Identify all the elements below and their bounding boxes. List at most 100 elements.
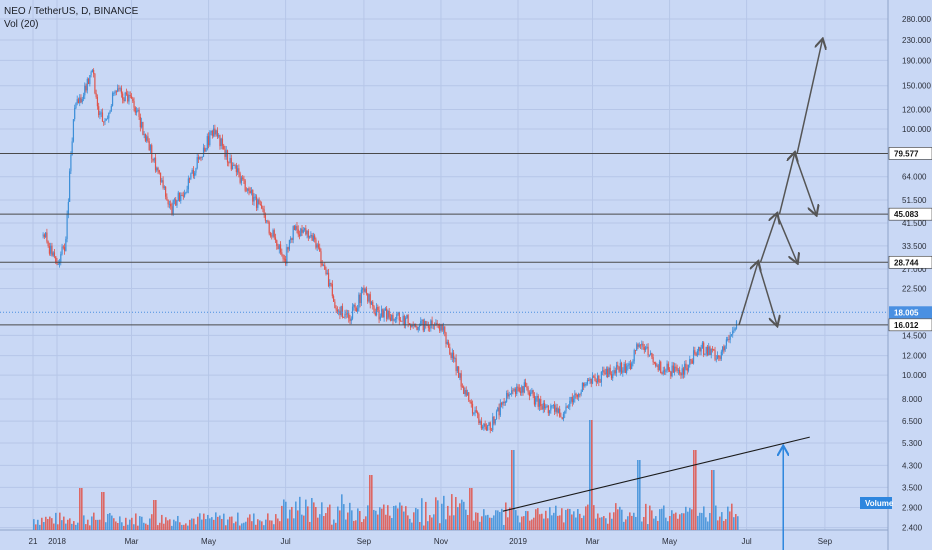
candle-body (161, 180, 163, 182)
candle-body (157, 167, 159, 171)
volume-bar (555, 505, 557, 530)
candle-body (360, 289, 362, 303)
volume-bar (159, 522, 161, 530)
candle-body (449, 347, 451, 355)
candle-body (425, 321, 427, 326)
candle-body (74, 107, 76, 120)
volume-bar (701, 512, 703, 530)
candle-body (171, 206, 173, 214)
candle-body (468, 392, 470, 401)
volume-bar (523, 516, 525, 530)
candle-body (391, 314, 393, 321)
volume-bar (477, 512, 479, 530)
projection-arrow[interactable] (793, 153, 816, 214)
volume-bar (79, 488, 81, 530)
candle-body (123, 99, 125, 102)
candle-body (354, 304, 356, 309)
candle-body (698, 347, 700, 351)
candle-body (295, 226, 297, 231)
volume-bar (63, 516, 65, 530)
level-price-tag (888, 255, 932, 269)
volume-bar (387, 505, 389, 530)
candle-body (624, 363, 626, 373)
projection-arrow[interactable] (776, 213, 797, 262)
candle-body (399, 320, 402, 322)
volume-bar (451, 494, 453, 530)
volume-bar (333, 519, 335, 530)
volume-bar (129, 519, 131, 530)
candle-body (85, 85, 87, 91)
candle-body (339, 310, 341, 315)
candle-body (392, 314, 394, 321)
candle-body (233, 165, 235, 166)
candle-body (163, 186, 165, 188)
volume-bar (47, 519, 49, 530)
candle-body (324, 265, 326, 270)
candle-body (338, 310, 340, 312)
candle-body (162, 180, 164, 188)
projection-arrow[interactable] (796, 40, 822, 154)
volume-bar (715, 505, 717, 530)
candle-body (528, 392, 530, 396)
volume-bar (127, 524, 129, 530)
candle-body (530, 392, 532, 396)
volume-bar (89, 525, 91, 530)
volume-bar (253, 513, 255, 530)
candle-body (187, 178, 189, 190)
x-tick-label: Sep (357, 537, 372, 546)
candle-body (447, 341, 450, 348)
projection-arrow[interactable] (759, 214, 776, 263)
y-tick-label: 2.400 (902, 524, 923, 533)
volume-bar (109, 513, 111, 530)
volume-bar (511, 450, 513, 530)
volume-bar (629, 512, 631, 530)
volume-bar (133, 524, 135, 530)
volume-bar (131, 517, 133, 530)
volume-bar (321, 502, 323, 530)
volume-bar (241, 523, 243, 530)
candle-body (734, 328, 736, 330)
candle-body (729, 335, 731, 340)
candle-body (570, 396, 572, 401)
volume-bar (83, 515, 85, 530)
candle-body (410, 324, 412, 328)
projection-arrow[interactable] (757, 262, 777, 325)
volume-bar (449, 515, 451, 530)
volume-bar (371, 475, 373, 530)
candle-body (273, 230, 275, 238)
volume-bar (487, 514, 489, 530)
candle-body (300, 228, 302, 237)
volume-bar (529, 520, 531, 530)
candle-body (110, 105, 112, 111)
candle-body (554, 405, 556, 412)
projection-arrow[interactable] (738, 262, 758, 326)
volume-bar (315, 507, 317, 530)
candle-body (61, 246, 63, 255)
volume-bar (501, 508, 503, 530)
candle-body (508, 394, 510, 397)
volume-bar (323, 516, 325, 530)
candle-body (367, 293, 369, 302)
projection-arrow[interactable] (778, 153, 794, 215)
candle-body (127, 94, 129, 102)
volume-bar (535, 509, 537, 530)
volume-bar (705, 517, 707, 530)
candle-body (435, 322, 437, 326)
volume-bar (565, 509, 567, 530)
volume-bar (99, 519, 101, 530)
candle-body (653, 362, 656, 363)
volume-bar (569, 508, 571, 530)
candle-body (96, 97, 99, 107)
volume-bar (651, 510, 653, 530)
candle-body (65, 238, 67, 251)
volume-trendline[interactable] (502, 436, 810, 512)
volume-tag (860, 497, 892, 509)
volume-bar (73, 521, 75, 530)
volume-bar (575, 517, 577, 530)
volume-bar (389, 515, 391, 530)
candle-body (234, 165, 236, 167)
volume-bar (229, 516, 231, 530)
candle-body (266, 220, 268, 222)
candle-body (370, 301, 373, 305)
